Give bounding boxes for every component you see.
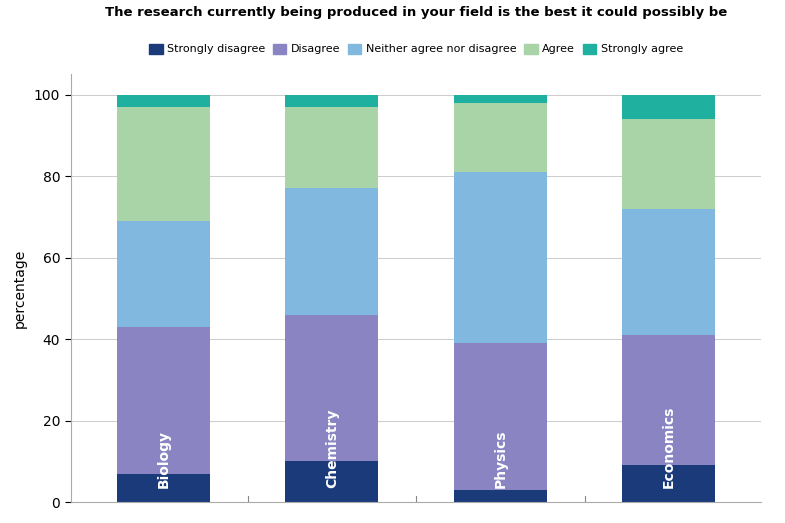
Text: Economics: Economics	[662, 405, 676, 488]
Bar	[117, 95, 210, 107]
Text: QUALITY OF RESEARCH: QUALITY OF RESEARCH	[470, 32, 741, 52]
Bar	[286, 188, 378, 315]
Bar	[117, 473, 210, 502]
Text: Biology: Biology	[156, 430, 170, 488]
Bar	[623, 119, 715, 209]
Bar	[286, 95, 378, 107]
Bar	[623, 95, 715, 119]
Bar	[454, 343, 546, 490]
Bar	[623, 465, 715, 502]
Text: Physics: Physics	[493, 429, 507, 488]
Legend: Strongly disagree, Disagree, Neither agree nor disagree, Agree, Strongly agree: Strongly disagree, Disagree, Neither agr…	[147, 41, 685, 56]
Y-axis label: percentage: percentage	[13, 248, 27, 328]
Bar	[286, 315, 378, 461]
Bar	[117, 221, 210, 327]
Bar	[454, 103, 546, 172]
Bar	[623, 209, 715, 335]
Bar	[454, 172, 546, 343]
Bar	[117, 107, 210, 221]
Text: The research currently being produced in your field is the best it could possibl: The research currently being produced in…	[105, 6, 727, 19]
Bar	[454, 95, 546, 103]
Bar	[623, 335, 715, 465]
Text: Chemistry: Chemistry	[325, 408, 339, 488]
Bar	[117, 327, 210, 473]
Bar	[454, 490, 546, 502]
Bar	[286, 461, 378, 502]
Bar	[286, 107, 378, 188]
